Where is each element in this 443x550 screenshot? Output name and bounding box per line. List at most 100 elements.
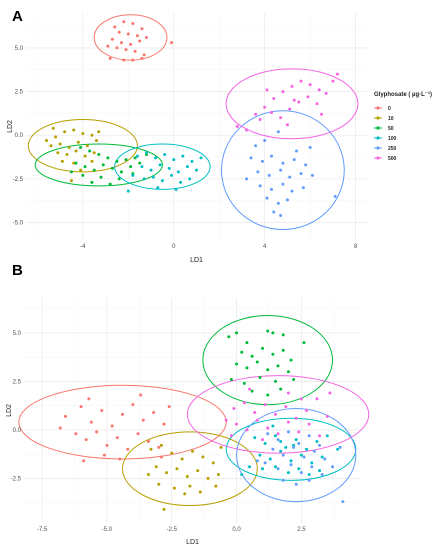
panel-b-point-250 xyxy=(281,453,285,457)
panel-b-point-250 xyxy=(330,465,334,469)
panel-a-point-250 xyxy=(245,177,249,181)
panel-b-point-50 xyxy=(255,360,259,364)
panel-a-point-500 xyxy=(265,88,269,92)
panel-b-point-100 xyxy=(315,440,319,444)
panel-a-point-0 xyxy=(133,49,137,53)
panel-a-point-10 xyxy=(94,138,98,142)
panel-b-point-10 xyxy=(216,473,220,477)
panel-b-point-500 xyxy=(263,403,267,407)
panel-b-point-0 xyxy=(84,438,88,442)
panel-a-point-250 xyxy=(292,158,296,162)
panel-a-ytick-label: 0.0 xyxy=(15,133,24,139)
panel-b-point-50 xyxy=(242,381,246,385)
panel-a-point-0 xyxy=(117,30,121,34)
panel-a-point-10 xyxy=(74,149,78,153)
panel-a-point-100 xyxy=(169,173,173,177)
panel-a-xtick-label: 0 xyxy=(172,244,176,250)
panel-a-point-250 xyxy=(263,138,267,142)
panel-a-point-500 xyxy=(315,102,319,106)
panel-b-point-0 xyxy=(95,430,99,434)
panel-a-point-100 xyxy=(131,173,135,177)
panel-b-point-500 xyxy=(245,428,249,432)
panel-b-point-0 xyxy=(162,422,166,426)
panel-a-point-250 xyxy=(333,194,337,198)
panel-b-point-500 xyxy=(328,391,332,395)
legend: Glyphosate ( µg·L⁻¹) 0 10 50 100 250 500 xyxy=(374,91,432,162)
panel-b-point-100 xyxy=(260,467,264,471)
panel-b-point-100 xyxy=(336,447,340,451)
panel-b-xtick-label: -7.5 xyxy=(37,527,48,533)
panel-b-point-10 xyxy=(201,455,205,459)
panel-a-point-0 xyxy=(138,39,142,43)
panel-a-point-10 xyxy=(58,142,62,146)
panel-b-point-0 xyxy=(157,445,161,449)
panel-a-point-250 xyxy=(281,182,285,186)
panel-b-ellipse-10 xyxy=(122,431,258,507)
panel-b-point-250 xyxy=(271,447,275,451)
legend-label-10: 10 xyxy=(388,116,394,122)
panel-b-point-10 xyxy=(154,465,158,469)
panel-a-point-0 xyxy=(126,32,130,36)
panel-a-point-100 xyxy=(188,177,192,181)
panel-a-point-10 xyxy=(90,159,94,163)
panel-a-point-0 xyxy=(169,41,173,45)
panel-b-point-500 xyxy=(260,438,264,442)
panel-a-point-500 xyxy=(288,107,292,111)
panel-a-point-50 xyxy=(79,145,83,149)
panel-b-point-500 xyxy=(307,422,311,426)
panel-a-point-250 xyxy=(299,172,303,176)
panel-a-point-100 xyxy=(156,186,160,190)
panel-a-point-500 xyxy=(272,97,276,101)
panel-b-point-10 xyxy=(211,461,215,465)
panel-b-point-10 xyxy=(159,443,163,447)
panel-b-point-50 xyxy=(245,341,249,345)
panel-b-point-250 xyxy=(299,471,303,475)
panel-a-point-10 xyxy=(56,151,60,155)
panel-a-point-50 xyxy=(110,166,114,170)
panel-b-point-50 xyxy=(281,348,285,352)
panel-a-point-250 xyxy=(281,161,285,165)
panel-b-point-0 xyxy=(136,432,140,436)
panel-a-ellipse-10 xyxy=(27,119,138,173)
panel-a-point-100 xyxy=(142,177,146,181)
panel-b-point-10 xyxy=(149,447,153,451)
legend-key-point xyxy=(376,106,380,110)
panel-b-point-250 xyxy=(307,434,311,438)
panel-a-point-100 xyxy=(181,154,185,158)
panel-a-ytick-label: 5.0 xyxy=(15,46,24,52)
panel-b-ytick-label: 0.0 xyxy=(13,428,22,434)
panel-a-point-250 xyxy=(254,144,258,148)
panel-b-point-10 xyxy=(214,484,218,488)
panel-a-ellipse-250 xyxy=(221,110,345,231)
panel-a-point-100 xyxy=(151,175,155,179)
panel-a-point-50 xyxy=(90,180,94,184)
panel-b-point-250 xyxy=(320,473,324,477)
panel-a-point-10 xyxy=(92,151,96,155)
panel-b-point-250 xyxy=(318,443,322,447)
panel-b-point-100 xyxy=(305,447,309,451)
panel-a-point-10 xyxy=(65,152,69,156)
panel-a-point-250 xyxy=(310,173,314,177)
panel-a-point-10 xyxy=(79,168,83,172)
panel-b-point-500 xyxy=(248,387,252,391)
panel-b-ytick-label: 2.5 xyxy=(13,379,22,385)
panel-b-ytick-label: 5.0 xyxy=(13,331,22,337)
panel-b-point-500 xyxy=(253,410,257,414)
panel-b-point-0 xyxy=(58,426,62,430)
panel-b-point-100 xyxy=(253,436,257,440)
panel-b-point-0 xyxy=(115,436,119,440)
panel-a-point-50 xyxy=(115,159,119,163)
panel-a-point-50 xyxy=(138,161,142,165)
panel-b-point-500 xyxy=(242,401,246,405)
panel-b-point-50 xyxy=(302,341,306,345)
panel-b-point-50 xyxy=(250,354,254,358)
legend-key-point xyxy=(376,126,380,130)
panel-a-point-250 xyxy=(304,163,308,167)
panel-b-point-250 xyxy=(276,438,280,442)
panel-a-point-500 xyxy=(279,116,283,120)
panel-a-point-50 xyxy=(69,170,73,174)
panel-b-point-50 xyxy=(286,370,290,374)
panel-b-point-100 xyxy=(325,434,329,438)
panel-b-point-50 xyxy=(266,393,270,397)
